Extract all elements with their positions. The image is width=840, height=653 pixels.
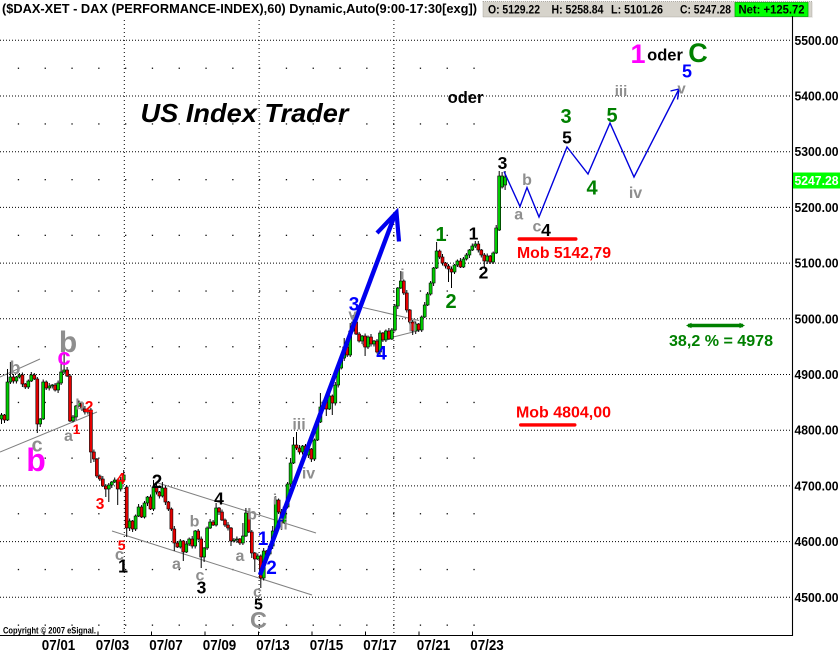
svg-text:1: 1 bbox=[258, 529, 269, 550]
svg-text:4700.00: 4700.00 bbox=[795, 478, 839, 493]
svg-text:1: 1 bbox=[469, 224, 479, 244]
svg-text:4800.00: 4800.00 bbox=[795, 423, 839, 438]
svg-text:07/13: 07/13 bbox=[256, 638, 290, 653]
svg-text:Mob 5142,79: Mob 5142,79 bbox=[517, 245, 611, 262]
svg-text:($DAX-XET - DAX (PERFORMANCE-I: ($DAX-XET - DAX (PERFORMANCE-INDEX),60) … bbox=[2, 2, 477, 16]
svg-text:H: 5258.84: H: 5258.84 bbox=[552, 3, 604, 17]
svg-text:1: 1 bbox=[630, 39, 645, 69]
svg-text:iv: iv bbox=[629, 185, 642, 202]
svg-text:3: 3 bbox=[197, 578, 207, 598]
svg-text:b: b bbox=[190, 514, 200, 531]
svg-text:5500.00: 5500.00 bbox=[795, 33, 839, 48]
svg-text:i: i bbox=[273, 492, 277, 509]
svg-text:5247.28: 5247.28 bbox=[795, 173, 839, 188]
svg-text:07/07: 07/07 bbox=[149, 638, 183, 653]
svg-text:c: c bbox=[196, 568, 205, 585]
svg-text:4: 4 bbox=[541, 220, 551, 240]
svg-text:b: b bbox=[10, 358, 21, 378]
svg-text:07/17: 07/17 bbox=[363, 638, 397, 653]
svg-text:Mob 4804,00: Mob 4804,00 bbox=[516, 405, 611, 422]
svg-text:3: 3 bbox=[560, 106, 571, 128]
svg-text:4: 4 bbox=[214, 489, 224, 509]
svg-text:C: C bbox=[250, 607, 267, 633]
svg-text:4900.00: 4900.00 bbox=[795, 367, 839, 382]
svg-text:oder: oder bbox=[448, 89, 484, 107]
svg-text:4600.00: 4600.00 bbox=[795, 534, 839, 549]
svg-text:1: 1 bbox=[118, 557, 128, 577]
svg-text:5: 5 bbox=[118, 537, 126, 553]
svg-text:a: a bbox=[236, 548, 245, 565]
svg-text:07/21: 07/21 bbox=[417, 638, 451, 653]
svg-text:c: c bbox=[57, 344, 70, 371]
svg-text:5200.00: 5200.00 bbox=[795, 200, 839, 215]
svg-text:Copyright © 2007 eSignal.: Copyright © 2007 eSignal. bbox=[3, 626, 96, 637]
svg-text:iv: iv bbox=[302, 466, 315, 483]
svg-text:iii: iii bbox=[292, 417, 305, 434]
svg-text:ii: ii bbox=[408, 319, 416, 336]
svg-text:L: 5101.26: L: 5101.26 bbox=[611, 3, 663, 17]
svg-text:a: a bbox=[514, 207, 523, 224]
svg-text:2: 2 bbox=[152, 472, 163, 493]
svg-text:i: i bbox=[400, 267, 404, 284]
svg-text:b: b bbox=[59, 326, 77, 359]
svg-text:c: c bbox=[31, 435, 42, 457]
svg-text:C: 5247.28: C: 5247.28 bbox=[680, 3, 731, 17]
svg-text:07/01: 07/01 bbox=[42, 638, 76, 653]
svg-text:a: a bbox=[172, 556, 181, 573]
svg-text:b: b bbox=[26, 442, 46, 478]
svg-text:O: 5129.22: O: 5129.22 bbox=[488, 3, 540, 17]
svg-text:5100.00: 5100.00 bbox=[795, 256, 839, 271]
svg-text:5300.00: 5300.00 bbox=[795, 144, 839, 159]
svg-text:5: 5 bbox=[562, 128, 572, 148]
svg-text:3: 3 bbox=[498, 153, 508, 173]
svg-text:b: b bbox=[75, 397, 84, 414]
svg-text:5: 5 bbox=[254, 597, 263, 614]
svg-text:a: a bbox=[64, 428, 73, 445]
svg-text:07/09: 07/09 bbox=[203, 638, 237, 653]
svg-text:4500.00: 4500.00 bbox=[795, 590, 839, 605]
svg-text:b: b bbox=[247, 507, 257, 524]
svg-text:07/23: 07/23 bbox=[470, 638, 504, 653]
svg-text:ii: ii bbox=[279, 517, 287, 534]
svg-text:b: b bbox=[522, 172, 532, 189]
svg-text:2: 2 bbox=[445, 291, 456, 313]
svg-text:v: v bbox=[677, 81, 686, 98]
svg-text:2: 2 bbox=[266, 558, 277, 579]
svg-text:2: 2 bbox=[85, 399, 94, 416]
svg-text:C: C bbox=[688, 38, 708, 68]
svg-text:1: 1 bbox=[73, 421, 81, 437]
svg-text:4: 4 bbox=[586, 178, 598, 200]
svg-text:2: 2 bbox=[479, 263, 489, 283]
svg-text:38,2 % = 4978: 38,2 % = 4978 bbox=[669, 333, 773, 350]
svg-text:3: 3 bbox=[349, 295, 360, 316]
svg-text:v: v bbox=[348, 307, 357, 324]
svg-text:5: 5 bbox=[606, 105, 617, 127]
svg-text:07/03: 07/03 bbox=[96, 638, 130, 653]
svg-text:3: 3 bbox=[96, 496, 105, 513]
svg-text:4: 4 bbox=[116, 471, 125, 488]
svg-text:5: 5 bbox=[682, 62, 692, 82]
svg-text:1: 1 bbox=[435, 224, 446, 246]
svg-text:Net: +125.72: Net: +125.72 bbox=[739, 3, 805, 17]
svg-text:5000.00: 5000.00 bbox=[795, 311, 839, 326]
svg-text:c: c bbox=[533, 219, 542, 236]
svg-text:c: c bbox=[115, 546, 124, 564]
svg-text:07/15: 07/15 bbox=[310, 638, 344, 653]
svg-text:5400.00: 5400.00 bbox=[795, 89, 839, 104]
svg-text:iii: iii bbox=[615, 83, 628, 100]
svg-text:US Index Trader: US Index Trader bbox=[141, 98, 351, 128]
svg-text:4: 4 bbox=[376, 344, 387, 365]
svg-text:oder: oder bbox=[647, 47, 683, 65]
svg-text:c: c bbox=[253, 584, 262, 601]
